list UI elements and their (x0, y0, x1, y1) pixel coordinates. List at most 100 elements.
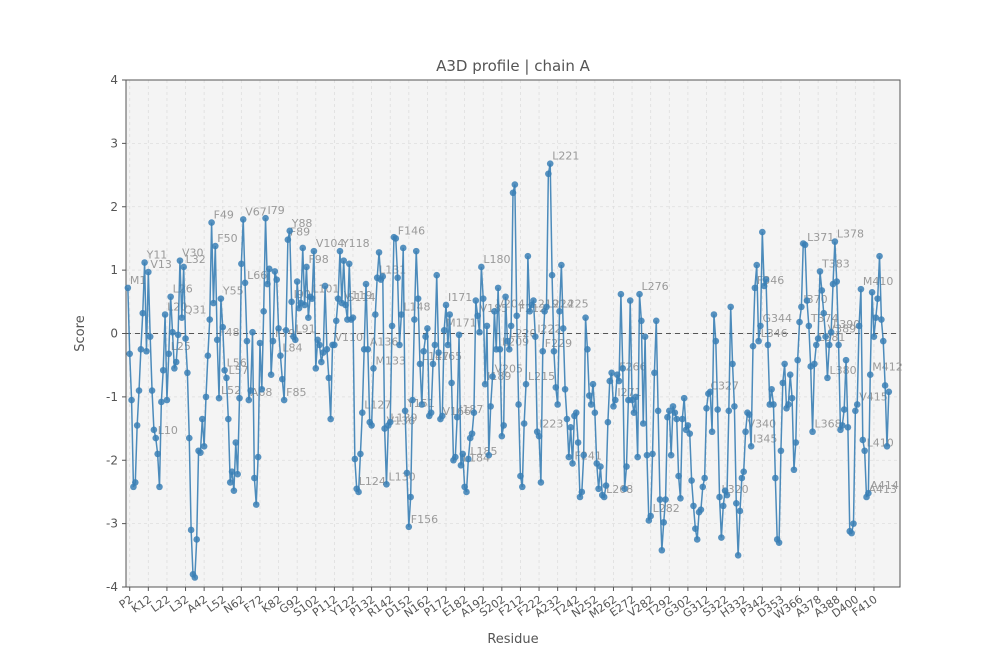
data-point (172, 358, 180, 366)
data-point (537, 479, 545, 486)
point-annotation: L380 (829, 364, 856, 377)
y-tick-label: -3 (106, 517, 118, 531)
data-point (587, 401, 595, 408)
data-point (879, 337, 887, 345)
data-point (411, 316, 418, 323)
data-point (435, 349, 442, 356)
data-point (576, 493, 584, 501)
data-point (420, 347, 427, 355)
point-annotation: I171 (448, 291, 472, 304)
data-point (809, 428, 816, 436)
data-point (532, 333, 539, 340)
data-point (212, 242, 219, 250)
data-point (866, 371, 874, 378)
data-point (295, 304, 303, 312)
point-annotation: I223 (539, 418, 563, 431)
data-point (759, 228, 766, 236)
data-point (690, 502, 697, 510)
data-point (489, 373, 496, 380)
point-annotation: F241 (575, 449, 602, 462)
point-annotation: L390 (833, 318, 860, 331)
data-point (708, 428, 716, 436)
data-point (684, 422, 692, 429)
data-point (738, 474, 746, 482)
point-annotation: M412 (872, 361, 903, 374)
data-point (812, 341, 820, 349)
data-point (582, 314, 589, 321)
data-point (247, 387, 254, 394)
data-point (228, 468, 236, 475)
data-point (701, 474, 708, 482)
data-point (178, 314, 186, 321)
data-point (167, 293, 174, 301)
data-point (545, 170, 552, 178)
point-annotation: L282 (653, 502, 680, 515)
data-point (264, 280, 271, 288)
data-point (729, 360, 736, 368)
data-point (623, 463, 630, 470)
data-point (362, 280, 370, 288)
data-point (446, 311, 454, 318)
point-annotation: I345 (753, 432, 777, 445)
x-axis: P2K12L22L32A42L52N62F72K82G92S102P112Y12… (117, 587, 880, 622)
data-point (753, 261, 761, 269)
data-point (494, 284, 502, 292)
data-point (585, 392, 593, 399)
data-point (230, 487, 238, 494)
data-point (848, 529, 855, 537)
data-point (180, 263, 187, 271)
point-annotation: L220 (509, 327, 536, 340)
data-point (665, 407, 673, 415)
data-point (839, 422, 846, 429)
data-point (500, 422, 507, 429)
data-point (842, 356, 850, 364)
data-point (641, 333, 649, 340)
data-point (816, 268, 824, 275)
data-point (200, 443, 208, 450)
data-point (567, 423, 574, 431)
data-point (844, 423, 852, 431)
point-annotation: Y55 (222, 285, 244, 298)
data-point (874, 295, 881, 302)
data-point (277, 352, 284, 359)
data-point (219, 323, 227, 331)
data-point (265, 265, 273, 273)
data-point (736, 507, 744, 515)
data-point (126, 350, 134, 358)
data-point (565, 453, 573, 461)
data-point (327, 415, 334, 423)
data-point (308, 295, 316, 302)
data-point (128, 396, 135, 404)
data-point (790, 466, 798, 474)
data-point (422, 333, 429, 340)
data-point (885, 388, 893, 396)
data-point (820, 309, 828, 317)
data-point (383, 481, 390, 488)
data-point (638, 317, 645, 325)
data-point (375, 249, 383, 256)
data-point (444, 341, 452, 349)
data-point (561, 385, 569, 393)
data-point (345, 260, 353, 268)
point-annotation: A413 (869, 483, 898, 496)
data-point (572, 409, 580, 417)
data-point (591, 409, 599, 417)
data-point (453, 413, 461, 421)
data-point (548, 271, 556, 279)
data-point (675, 472, 682, 480)
data-point (768, 385, 775, 393)
point-annotation: V204 (496, 297, 525, 310)
data-point (556, 308, 563, 315)
data-point (788, 394, 796, 402)
point-annotation: L221 (552, 150, 579, 163)
data-point (334, 295, 342, 302)
point-annotation: V415 (859, 390, 888, 403)
data-point (452, 453, 459, 461)
data-point (236, 394, 243, 402)
data-point (878, 316, 885, 323)
data-point (530, 297, 537, 304)
data-point (712, 337, 720, 345)
x-tick-label: P2 (117, 593, 136, 611)
data-point (818, 287, 826, 294)
data-point (325, 374, 333, 382)
